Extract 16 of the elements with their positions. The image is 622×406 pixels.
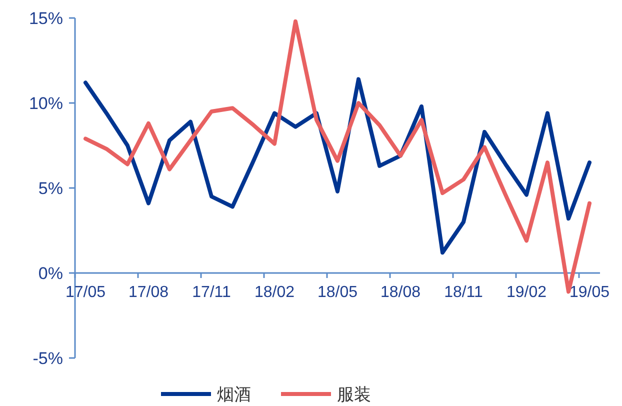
x-tick-label: 18/05 (317, 284, 358, 301)
y-tick-label: 0% (38, 264, 63, 283)
y-tick-label: 5% (38, 178, 63, 198)
x-tick-label: 19/02 (506, 284, 547, 301)
x-tick-label: 17/08 (128, 284, 169, 301)
y-tick-label: -5% (32, 348, 63, 368)
x-tick-label: 19/05 (569, 284, 610, 301)
x-tick-label: 18/02 (254, 284, 295, 301)
legend-label: 服装 (337, 384, 371, 404)
y-tick-label: 15% (28, 8, 63, 28)
x-tick-label: 18/11 (444, 284, 484, 301)
x-tick-label: 17/11 (192, 284, 232, 301)
x-tick-label: 18/08 (380, 284, 421, 301)
line-series (84, 77, 592, 255)
legend-label: 烟酒 (217, 384, 251, 404)
y-tick-label: 10% (28, 94, 63, 113)
